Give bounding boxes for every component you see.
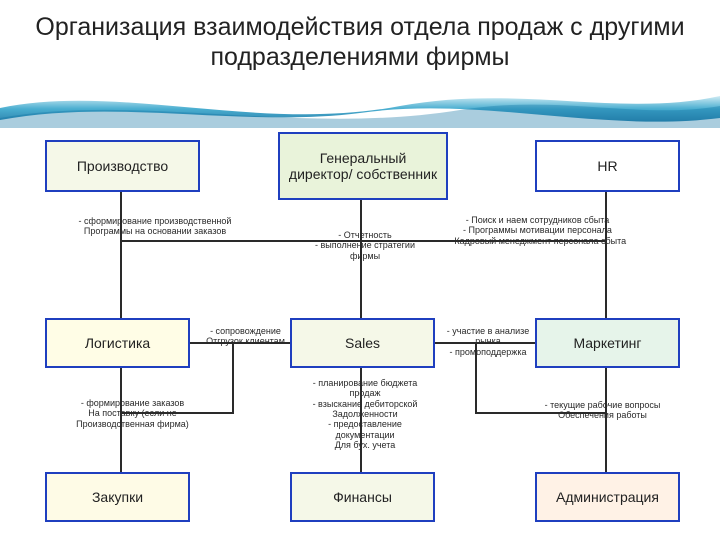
page-title: Организация взаимодействия отдела продаж… <box>0 12 720 72</box>
box-sales: Sales <box>290 318 435 368</box>
annot-purchasing: - формирование заказов На поставку (если… <box>55 398 210 429</box>
box-finance: Финансы <box>290 472 435 522</box>
annot-hr: - Поиск и наем сотрудников сбыта - Прогр… <box>425 215 650 246</box>
box-production: Производство <box>45 140 200 192</box>
box-ceo: Генеральный директор/ собственник <box>278 132 448 200</box>
box-label: Sales <box>345 335 380 351</box>
box-logistics: Логистика <box>45 318 190 368</box>
box-marketing: Маркетинг <box>535 318 680 368</box>
annot-logistics: - сопровождение Отгрузок клиентам <box>198 326 293 347</box>
box-admin: Администрация <box>535 472 680 522</box>
connector-line <box>605 192 607 318</box>
annot-admin: - текущие рабочие вопросы Обеспечения ра… <box>520 400 685 421</box>
box-purchasing: Закупки <box>45 472 190 522</box>
connector-line <box>120 192 122 318</box>
box-label: Маркетинг <box>573 335 641 351</box>
box-label: Производство <box>77 158 168 174</box>
wave-decoration <box>0 78 720 128</box>
annot-ceo: - Отчетность - выполнение стратегии фирм… <box>305 230 425 261</box>
annot-finance: - планирование бюджета продаж - взыскани… <box>290 378 440 450</box>
box-label: Финансы <box>333 489 392 505</box>
box-label: Закупки <box>92 489 143 505</box>
connector-line <box>232 342 234 414</box>
box-label: HR <box>597 158 617 174</box>
box-label: Логистика <box>85 335 150 351</box>
box-label: Администрация <box>556 489 659 505</box>
annot-production: - сформирование производственной Програм… <box>65 216 245 237</box>
box-label: Генеральный директор/ собственник <box>286 150 440 182</box>
annot-marketing: - участие в анализе рынка - промоподдерж… <box>438 326 538 357</box>
box-hr: HR <box>535 140 680 192</box>
